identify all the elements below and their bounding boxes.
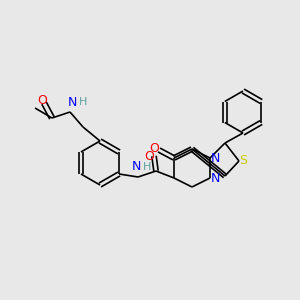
Text: O: O xyxy=(144,149,154,163)
Text: N: N xyxy=(210,152,220,164)
Text: N: N xyxy=(210,172,220,184)
Text: H: H xyxy=(143,162,151,172)
Text: O: O xyxy=(37,94,47,106)
Text: S: S xyxy=(239,154,247,167)
Text: H: H xyxy=(79,97,87,107)
Text: O: O xyxy=(149,142,159,154)
Text: N: N xyxy=(131,160,141,173)
Text: N: N xyxy=(67,97,77,110)
